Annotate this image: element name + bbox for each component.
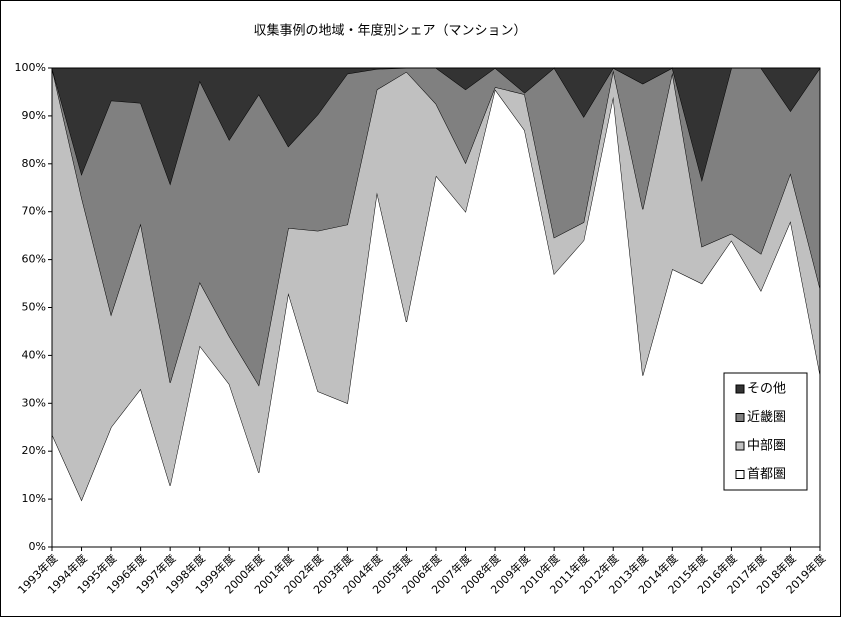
y-tick-label: 10% xyxy=(22,492,46,505)
legend-label: その他 xyxy=(747,382,786,397)
y-tick-label: 60% xyxy=(22,253,46,266)
y-tick-label: 70% xyxy=(22,205,46,218)
area-fill xyxy=(52,68,820,386)
legend-swatch xyxy=(735,441,745,451)
legend-label: 中部圏 xyxy=(747,439,786,454)
area-fill xyxy=(52,68,820,184)
area-fill xyxy=(52,89,820,548)
y-tick-label: 30% xyxy=(22,396,46,409)
y-tick-label: 20% xyxy=(22,444,46,457)
y-tick-label: 90% xyxy=(22,109,46,122)
y-tick-label: 0% xyxy=(29,540,46,553)
legend-label: 首都圏 xyxy=(747,467,786,482)
y-tick-label: 40% xyxy=(22,348,46,361)
area-fill xyxy=(52,68,820,501)
chart-title: 収集事例の地域・年度別シェア（マンション） xyxy=(253,23,526,39)
y-tick-label: 50% xyxy=(22,301,46,314)
y-tick-label: 100% xyxy=(15,61,46,74)
legend-label: 近畿圏 xyxy=(747,410,786,425)
legend-swatch xyxy=(735,384,745,394)
y-tick-label: 80% xyxy=(22,157,46,170)
legend-swatch xyxy=(735,470,745,479)
legend-swatch xyxy=(735,413,745,422)
